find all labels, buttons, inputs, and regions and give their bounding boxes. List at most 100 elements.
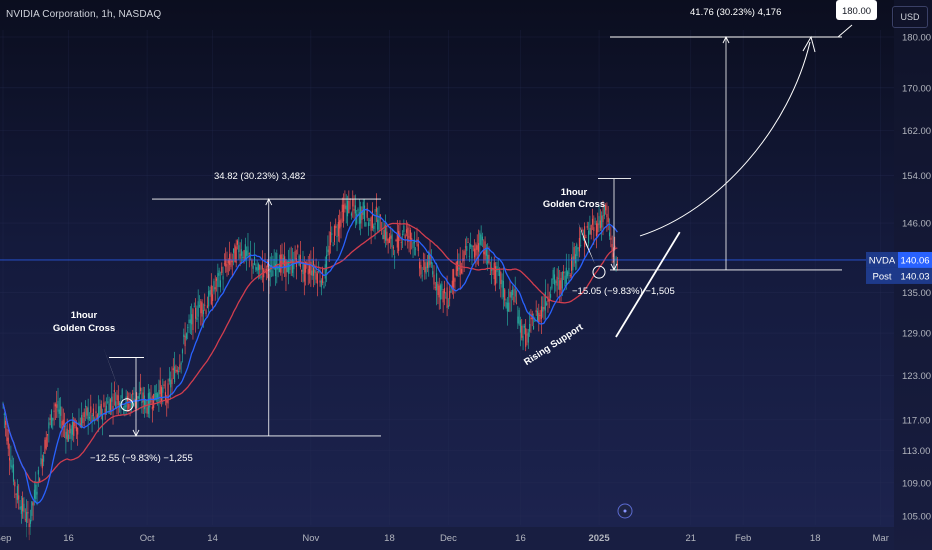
candle-body bbox=[481, 236, 484, 241]
candle-body bbox=[315, 271, 317, 280]
candle-body bbox=[519, 320, 521, 333]
candle-body bbox=[40, 457, 42, 465]
time-tick-label: Sep bbox=[0, 533, 11, 544]
candle-body bbox=[244, 244, 246, 259]
candle-body bbox=[168, 378, 170, 382]
candle-body bbox=[108, 403, 110, 415]
candle-body bbox=[298, 255, 300, 266]
candle-body bbox=[143, 395, 146, 409]
candle-body bbox=[598, 216, 600, 225]
candle-body bbox=[529, 323, 531, 332]
candle-body bbox=[291, 258, 294, 273]
candle-body bbox=[605, 205, 607, 211]
candle-body bbox=[375, 206, 377, 212]
candle-body bbox=[556, 276, 558, 286]
candle-body bbox=[509, 291, 511, 298]
candle-body bbox=[58, 409, 60, 414]
projection-curve bbox=[639, 41, 811, 237]
candle-body bbox=[570, 257, 573, 271]
candle-body bbox=[381, 233, 383, 235]
candle-body bbox=[412, 242, 414, 248]
candle-body bbox=[433, 274, 435, 285]
candle-body bbox=[310, 261, 312, 276]
candle-body bbox=[560, 277, 562, 294]
candle-body bbox=[24, 519, 26, 521]
price-tick-label: 129.00 bbox=[902, 329, 931, 340]
candle-body bbox=[333, 225, 335, 243]
candle-body bbox=[62, 419, 64, 426]
candle-body bbox=[451, 280, 453, 290]
candle-body bbox=[387, 239, 389, 244]
candle-body bbox=[589, 228, 591, 235]
candle-body bbox=[146, 407, 148, 414]
candle-body bbox=[133, 398, 135, 406]
candle-body bbox=[7, 437, 9, 449]
candle-body bbox=[565, 267, 567, 284]
candle-body bbox=[407, 227, 409, 242]
callout-pointer bbox=[837, 24, 853, 38]
candle-body bbox=[586, 226, 588, 228]
candle-body bbox=[608, 232, 611, 237]
time-tick-label: 18 bbox=[810, 533, 821, 544]
candle-body bbox=[510, 291, 512, 298]
currency-button[interactable]: USD bbox=[892, 6, 928, 28]
candle-body bbox=[57, 400, 59, 412]
time-tick-label: Dec bbox=[440, 533, 457, 544]
candle-body bbox=[365, 222, 367, 227]
candle-body bbox=[441, 283, 443, 291]
candle-body bbox=[318, 269, 320, 273]
candle-body bbox=[109, 399, 111, 411]
candle-body bbox=[299, 254, 301, 268]
candle-body bbox=[290, 260, 292, 262]
candle-body bbox=[66, 428, 68, 440]
candle-body bbox=[96, 414, 98, 420]
last-price-tag bbox=[898, 251, 932, 268]
candle-body bbox=[112, 405, 114, 410]
candle-body bbox=[56, 404, 58, 408]
candle-body bbox=[343, 204, 345, 222]
candle-body bbox=[116, 394, 118, 401]
candle-body bbox=[599, 220, 601, 229]
candle-body bbox=[485, 249, 487, 256]
candle-body bbox=[175, 370, 177, 372]
candle-body bbox=[345, 205, 347, 210]
candle-body bbox=[425, 266, 427, 274]
time-tick-label: Nov bbox=[302, 533, 319, 544]
candle-body bbox=[542, 306, 544, 312]
candle-body bbox=[319, 280, 321, 283]
candle-body bbox=[378, 216, 380, 231]
candle-body bbox=[140, 387, 142, 391]
candle-body bbox=[337, 221, 339, 237]
candle-body bbox=[483, 251, 485, 255]
candle-body bbox=[370, 217, 372, 231]
candle-body bbox=[361, 210, 363, 220]
support-line bbox=[615, 231, 681, 338]
candle-body bbox=[98, 406, 100, 418]
candle-body bbox=[167, 383, 169, 404]
candle-body bbox=[192, 309, 194, 331]
candle-body bbox=[320, 280, 322, 288]
candle-body bbox=[386, 231, 388, 241]
candle-body bbox=[20, 506, 22, 514]
scroll-realtime-icon bbox=[623, 509, 627, 513]
candle-body bbox=[129, 399, 131, 404]
candle-body bbox=[193, 306, 195, 308]
candle-body bbox=[492, 269, 494, 270]
candle-body bbox=[574, 254, 577, 264]
candle-body bbox=[217, 273, 219, 287]
candle-body bbox=[104, 408, 106, 416]
candle-body bbox=[314, 269, 316, 273]
target-callout-label: 180.00 bbox=[842, 6, 871, 17]
candle-body bbox=[87, 407, 89, 421]
candle-body bbox=[453, 269, 455, 288]
candle-body bbox=[402, 234, 404, 235]
price-tick-label: 123.00 bbox=[902, 371, 931, 382]
post-tag-label: Post bbox=[872, 271, 891, 282]
candle-body bbox=[595, 223, 597, 237]
candle-body bbox=[391, 234, 393, 247]
candle-body bbox=[538, 312, 540, 323]
candle-body bbox=[166, 399, 168, 403]
candle-body bbox=[9, 457, 11, 461]
